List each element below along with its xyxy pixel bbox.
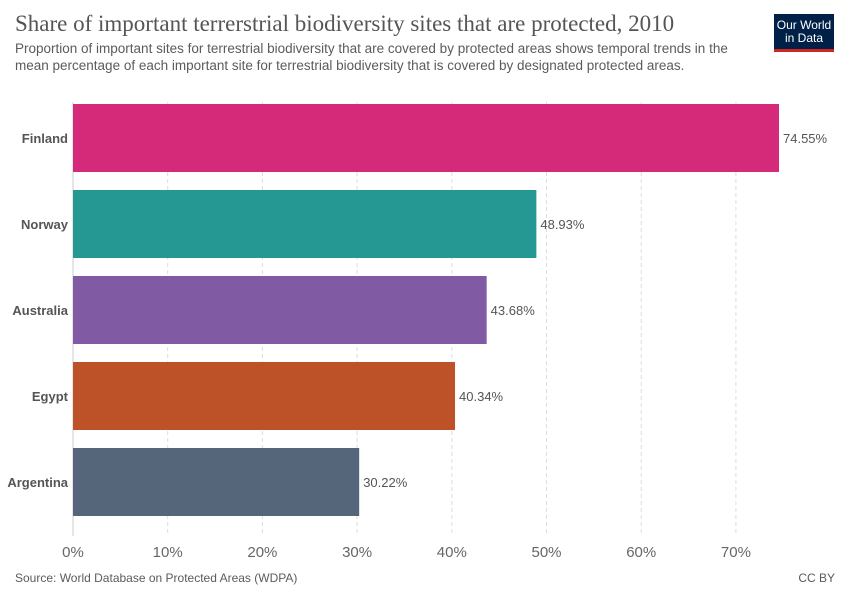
license-link[interactable]: CC BY <box>798 571 835 585</box>
value-label: 30.22% <box>363 475 408 490</box>
value-label: 40.34% <box>459 389 504 404</box>
category-label: Argentina <box>7 475 68 490</box>
x-tick-label: 70% <box>721 544 751 561</box>
source-note: Source: World Database on Protected Area… <box>15 571 298 585</box>
x-tick-label: 30% <box>342 544 372 561</box>
chart-subtitle: Proportion of important sites for terres… <box>15 41 728 73</box>
logo-line-1: Our World <box>776 17 832 32</box>
x-tick-label: 40% <box>437 544 467 561</box>
x-tick-label: 20% <box>247 544 277 561</box>
category-label: Egypt <box>32 389 69 404</box>
x-tick-label: 50% <box>531 544 561 561</box>
bar-argentina <box>73 448 360 516</box>
bar-australia <box>73 276 487 344</box>
category-label: Finland <box>22 131 68 146</box>
bar-finland <box>73 104 779 172</box>
value-label: 74.55% <box>783 131 828 146</box>
logo-line-2: in Data <box>784 30 824 45</box>
owid-logo[interactable]: Our World in Data <box>774 14 834 52</box>
category-label: Australia <box>12 303 68 318</box>
category-label: Norway <box>21 217 69 232</box>
bar-norway <box>73 190 537 258</box>
x-tick-label: 10% <box>153 544 183 561</box>
value-label: 43.68% <box>491 303 536 318</box>
x-tick-label: 0% <box>62 544 84 561</box>
x-tick-label: 60% <box>626 544 656 561</box>
bar-egypt <box>73 362 456 430</box>
chart-title: Share of important terrerstrial biodiver… <box>15 11 675 36</box>
value-label: 48.93% <box>540 217 585 232</box>
